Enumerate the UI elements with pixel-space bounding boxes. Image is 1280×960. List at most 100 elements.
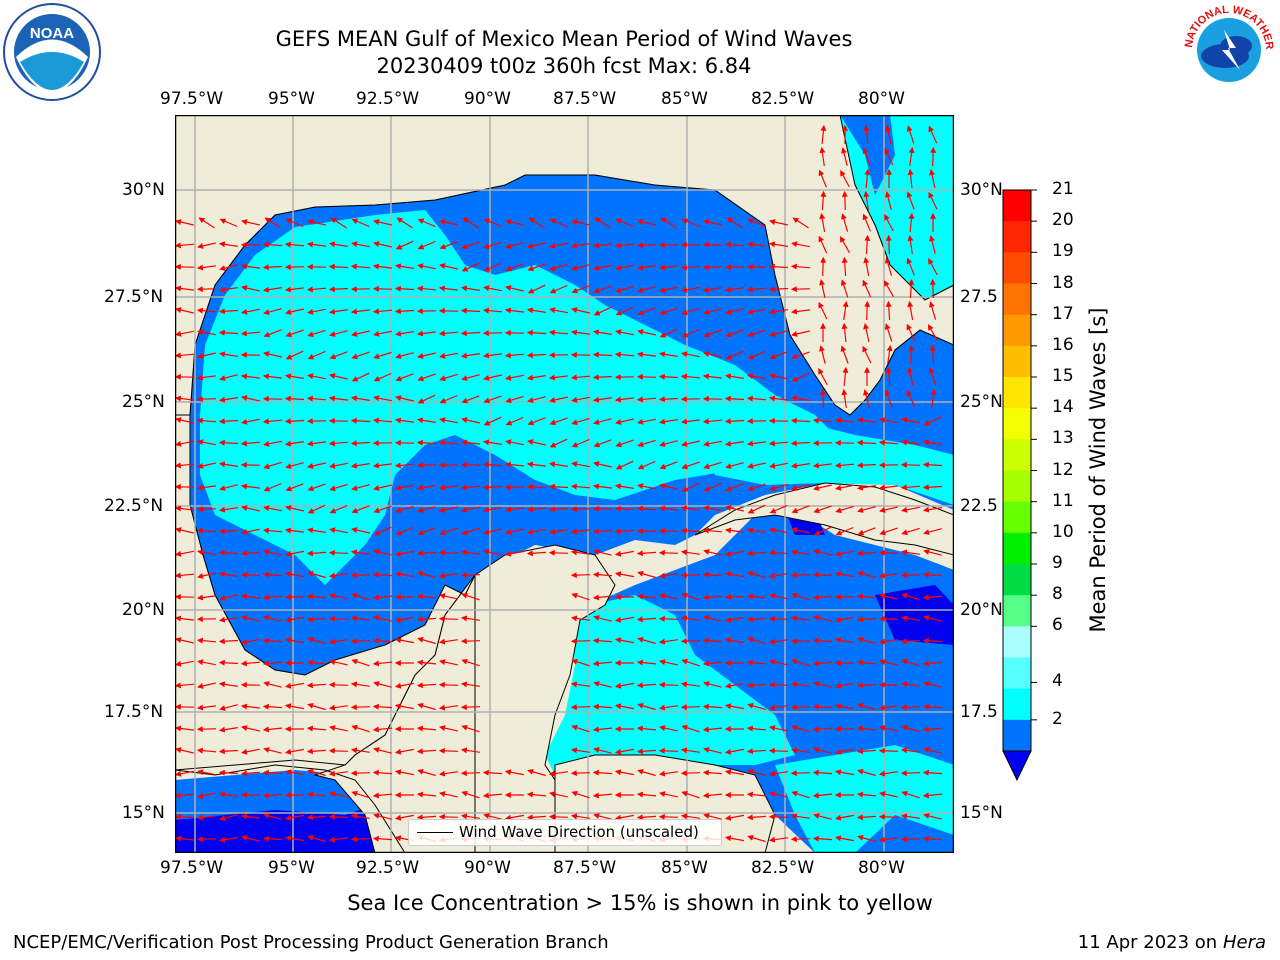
wind-arrow [218, 836, 238, 843]
wind-arrow [571, 396, 590, 403]
wind-arrow [790, 308, 810, 315]
wind-arrow [637, 483, 656, 490]
wind-arrow [571, 219, 590, 226]
wind-arrow [819, 279, 826, 298]
wind-arrow [703, 351, 722, 358]
wind-arrow [746, 593, 767, 600]
wind-arrow [790, 440, 811, 447]
wind-arrow [175, 572, 195, 579]
wind-arrow [637, 768, 656, 777]
wind-arrow [417, 768, 436, 777]
wind-arrow [329, 330, 348, 337]
wind-arrow [372, 462, 392, 469]
wind-arrow [901, 790, 920, 799]
wind-arrow [746, 527, 766, 534]
wind-arrow [175, 725, 194, 732]
wind-arrow [592, 242, 612, 249]
wind-arrow [702, 637, 723, 644]
wind-arrow [636, 725, 657, 732]
colorbar-segment [1003, 595, 1031, 627]
wind-arrow [856, 659, 877, 666]
wind-arrow [284, 814, 305, 821]
wind-arrow [862, 279, 872, 298]
wind-arrow [768, 747, 789, 754]
wind-arrow [791, 724, 810, 733]
wind-arrow [218, 659, 239, 666]
wind-arrow [790, 813, 810, 820]
wind-arrow [175, 242, 195, 249]
wind-arrow [219, 704, 238, 711]
wind-arrow [505, 242, 524, 249]
wind-arrow [416, 550, 437, 557]
wind-arrow [746, 440, 766, 447]
wind-arrow [372, 703, 393, 710]
wind-arrow [307, 768, 326, 777]
wind-arrow [373, 526, 392, 536]
wind-arrow [885, 234, 892, 255]
wind-arrow [196, 637, 217, 644]
wind-arrow [571, 264, 590, 271]
wind-arrow [307, 308, 326, 315]
colorbar-segment [1003, 345, 1031, 378]
wind-arrow [328, 747, 349, 754]
wind-arrow [416, 593, 437, 600]
wind-arrow [636, 593, 657, 600]
wind-arrow [351, 484, 370, 491]
wind-arrow [416, 725, 437, 732]
wind-arrow [818, 235, 828, 254]
wind-arrow [548, 374, 568, 381]
wind-arrow [505, 416, 524, 426]
wind-arrow [504, 769, 525, 776]
wind-arrow [922, 792, 943, 799]
wind-arrow [834, 637, 855, 644]
wind-arrow [438, 484, 458, 491]
wind-arrow [813, 484, 832, 491]
wind-arrow [791, 527, 810, 534]
wind-arrow [856, 616, 877, 623]
wind-arrow [818, 169, 827, 188]
wind-arrow [417, 636, 436, 645]
wind-arrow [373, 351, 392, 360]
lon-tick-bottom: 87.5°W [553, 858, 617, 878]
wind-arrow [703, 219, 722, 226]
wind-arrow [615, 285, 634, 294]
wind-arrow [438, 638, 458, 645]
wind-arrow [908, 146, 915, 166]
wind-arrow [504, 506, 524, 513]
wind-arrow [483, 416, 502, 426]
wind-arrow [307, 483, 326, 492]
wind-arrow [659, 483, 678, 490]
wind-arrow [768, 241, 788, 248]
wind-arrow [901, 417, 920, 424]
wind-arrow [262, 571, 283, 578]
wind-arrow [702, 660, 723, 667]
wind-arrow [439, 791, 458, 798]
wind-arrow [438, 704, 458, 711]
wind-arrow [593, 813, 612, 820]
wind-arrow [614, 351, 635, 358]
wind-arrow [306, 791, 327, 798]
wind-arrow [593, 681, 612, 688]
wind-arrow [548, 813, 569, 820]
wind-arrow [819, 146, 826, 166]
wind-arrow [724, 418, 745, 425]
wind-arrow [746, 725, 767, 732]
wind-arrow [218, 769, 239, 776]
colorbar-segment [1003, 221, 1031, 253]
wind-arrow [461, 262, 480, 272]
wind-arrow [328, 638, 348, 645]
wind-arrow [923, 549, 942, 556]
wind-arrow [791, 330, 810, 337]
wind-arrow [768, 770, 788, 777]
wind-arrow [284, 286, 304, 293]
wind-arrow [791, 372, 810, 382]
wind-arrow [680, 770, 701, 777]
wind-arrow [329, 725, 348, 732]
wind-arrow [746, 241, 766, 248]
wind-arrow [923, 813, 942, 820]
wind-arrow [900, 439, 920, 446]
wind-arrow [900, 549, 920, 556]
run-date-text: 11 Apr 2023 on [1077, 932, 1223, 953]
colorbar-segment [1003, 501, 1031, 534]
wind-arrow [592, 594, 613, 601]
